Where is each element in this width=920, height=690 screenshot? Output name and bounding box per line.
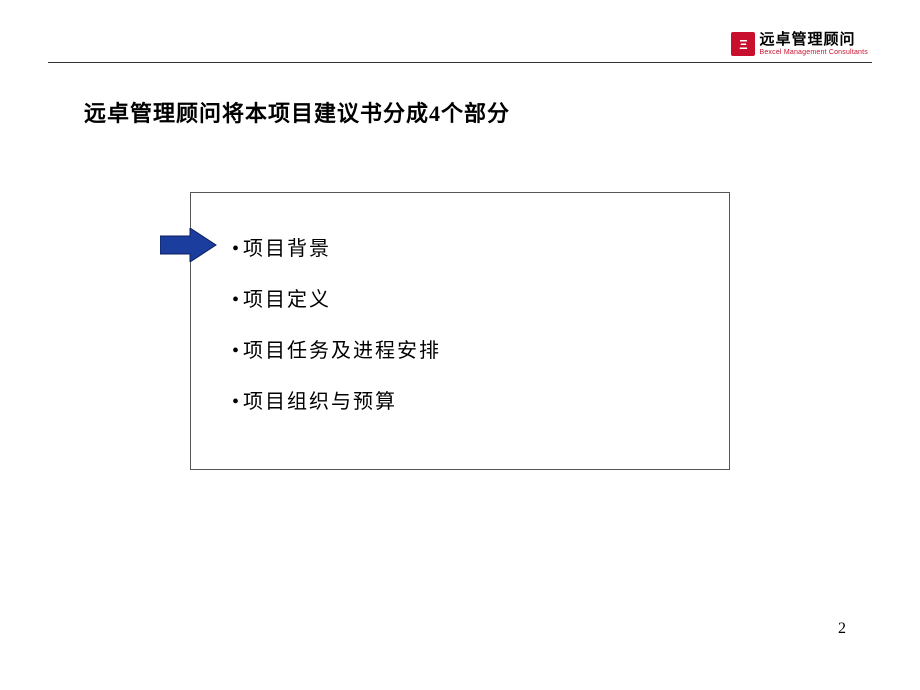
- list-item: 项目背景: [232, 232, 441, 261]
- page-number: 2: [838, 620, 846, 638]
- list-item: 项目组织与预算: [232, 385, 441, 414]
- logo-cn: 远卓管理顾问: [759, 32, 868, 49]
- arrow-shape: [160, 228, 216, 262]
- logo-en: Bexcel Management Consultants: [759, 49, 868, 57]
- bullet-list: 项目背景 项目定义 项目任务及进程安排 项目组织与预算: [232, 232, 441, 436]
- list-item: 项目任务及进程安排: [232, 334, 441, 363]
- divider-top: [48, 62, 872, 63]
- logo: Ξ 远卓管理顾问 Bexcel Management Consultants: [727, 32, 872, 56]
- list-item: 项目定义: [232, 283, 441, 312]
- logo-mark-icon: Ξ: [731, 32, 755, 56]
- page-title: 远卓管理顾问将本项目建议书分成4个部分: [84, 96, 510, 128]
- arrow-icon: [160, 228, 222, 262]
- logo-text: 远卓管理顾问 Bexcel Management Consultants: [759, 32, 868, 56]
